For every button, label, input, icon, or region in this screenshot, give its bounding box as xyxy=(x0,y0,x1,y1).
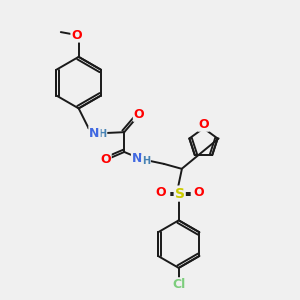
Text: N: N xyxy=(132,152,142,165)
Text: S: S xyxy=(175,187,185,201)
Text: N: N xyxy=(89,127,100,140)
Text: O: O xyxy=(156,186,166,199)
Text: O: O xyxy=(198,118,209,131)
Text: Cl: Cl xyxy=(172,278,185,291)
Text: O: O xyxy=(134,108,144,121)
Text: H: H xyxy=(142,156,150,166)
Text: H: H xyxy=(98,129,106,139)
Text: O: O xyxy=(193,186,204,199)
Text: O: O xyxy=(71,28,82,42)
Text: O: O xyxy=(100,153,111,167)
